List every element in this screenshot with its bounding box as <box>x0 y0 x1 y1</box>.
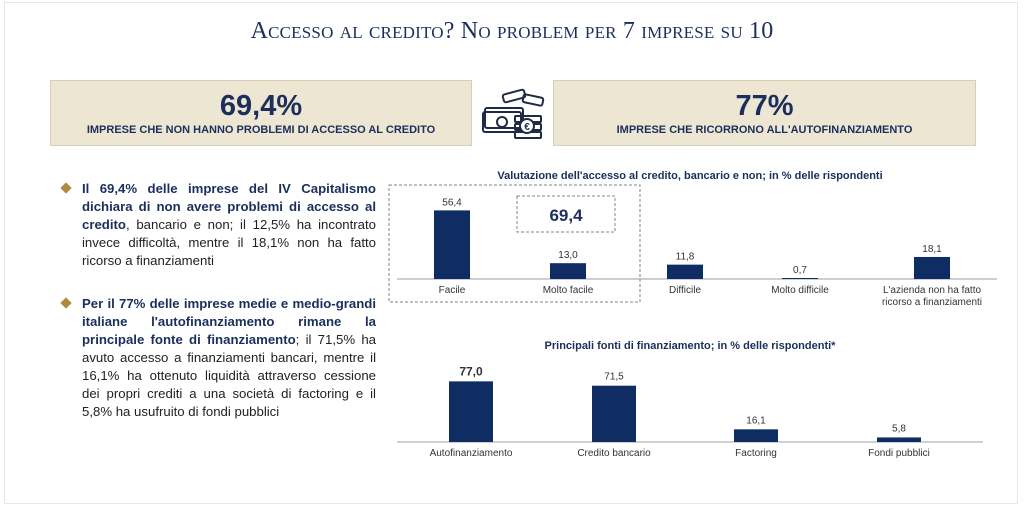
funding-sources-bar-chart: 77,0 Autofinanziamento 71,5 Credito bancari… <box>397 364 983 459</box>
bar <box>782 278 818 279</box>
highlight-dashed-box <box>388 184 641 303</box>
bullet-bold-text: Il 69,4% delle imprese del IV Capitalism… <box>82 181 376 232</box>
data-label: 0,7 <box>793 265 807 276</box>
data-label: 5,8 <box>892 423 906 434</box>
chart1-title: Valutazione dell'accesso al credito, ban… <box>497 170 883 182</box>
kpi-box-credit-access: 69,4% IMPRESE CHE NON HANNO PROBLEMI DI … <box>50 80 472 146</box>
bullet-text: ; il 71,5% ha avuto accesso a finanziame… <box>82 332 376 419</box>
tick-label: Autofinanziamento <box>430 448 513 459</box>
tick-label: Facile <box>439 285 466 296</box>
bar <box>914 256 950 279</box>
page-title: Accesso al credito? No problem per 7 imp… <box>250 18 774 44</box>
data-label: 18,1 <box>922 244 942 255</box>
kpi-label: IMPRESE CHE NON HANNO PROBLEMI DI ACCESS… <box>86 124 436 136</box>
data-label: 16,1 <box>746 415 766 426</box>
bar <box>667 264 703 279</box>
slide-frame <box>4 2 1018 504</box>
bullet-text: , bancario e non; il 12,5% ha incontrato… <box>82 217 376 268</box>
diamond-bullet-icon <box>60 297 72 309</box>
data-label: 13,0 <box>558 250 578 261</box>
tick-label: Molto facile <box>543 285 594 296</box>
money-stack-icon: € <box>479 86 547 142</box>
diamond-bullet-icon <box>60 182 72 194</box>
tick-label: Molto difficile <box>771 285 829 296</box>
tick-label: Difficile <box>669 285 701 296</box>
data-label: 77,0 <box>459 364 483 378</box>
annotation-label: 69,4 <box>549 206 583 225</box>
access-rating-bar-chart: 69,4 56,4 13,0 11,8 0,7 18,1 Facile Molto facil… <box>388 184 997 308</box>
chart2-title: Principali fonti di finanziamento; in % … <box>544 340 836 352</box>
svg-text:€: € <box>524 122 530 133</box>
tick-label: ricorso a finanziamenti <box>882 297 982 308</box>
tick-label: Factoring <box>735 448 777 459</box>
bullet-bold-text: Per il 77% delle imprese medie e medio-g… <box>82 296 376 347</box>
kpi-value: 69,4% <box>219 90 303 122</box>
data-label: 11,8 <box>676 252 695 263</box>
annotation-box <box>516 195 616 233</box>
bar <box>877 437 921 442</box>
data-label: 56,4 <box>442 197 462 208</box>
bar <box>592 385 636 442</box>
tick-label: Credito bancario <box>577 448 651 459</box>
kpi-box-self-financing: 77% IMPRESE CHE RICORRONO ALL'AUTOFINANZ… <box>553 80 976 146</box>
tick-label: Fondi pubblici <box>868 448 930 459</box>
bullet-list: Il 69,4% delle imprese del IV Capitalism… <box>60 180 376 421</box>
kpi-label: IMPRESE CHE RICORRONO ALL'AUTOFINANZIAME… <box>616 124 913 136</box>
tick-label: L'azienda non ha fatto <box>883 285 982 296</box>
bar <box>550 263 586 279</box>
kpi-value: 77% <box>735 90 794 122</box>
bullet-item: Il 69,4% delle imprese del IV Capitalism… <box>60 180 376 270</box>
bar <box>734 429 778 442</box>
bullet-item: Per il 77% delle imprese medie e medio-g… <box>60 295 376 421</box>
bar <box>434 210 470 279</box>
bar <box>449 381 493 442</box>
data-label: 71,5 <box>604 372 624 383</box>
